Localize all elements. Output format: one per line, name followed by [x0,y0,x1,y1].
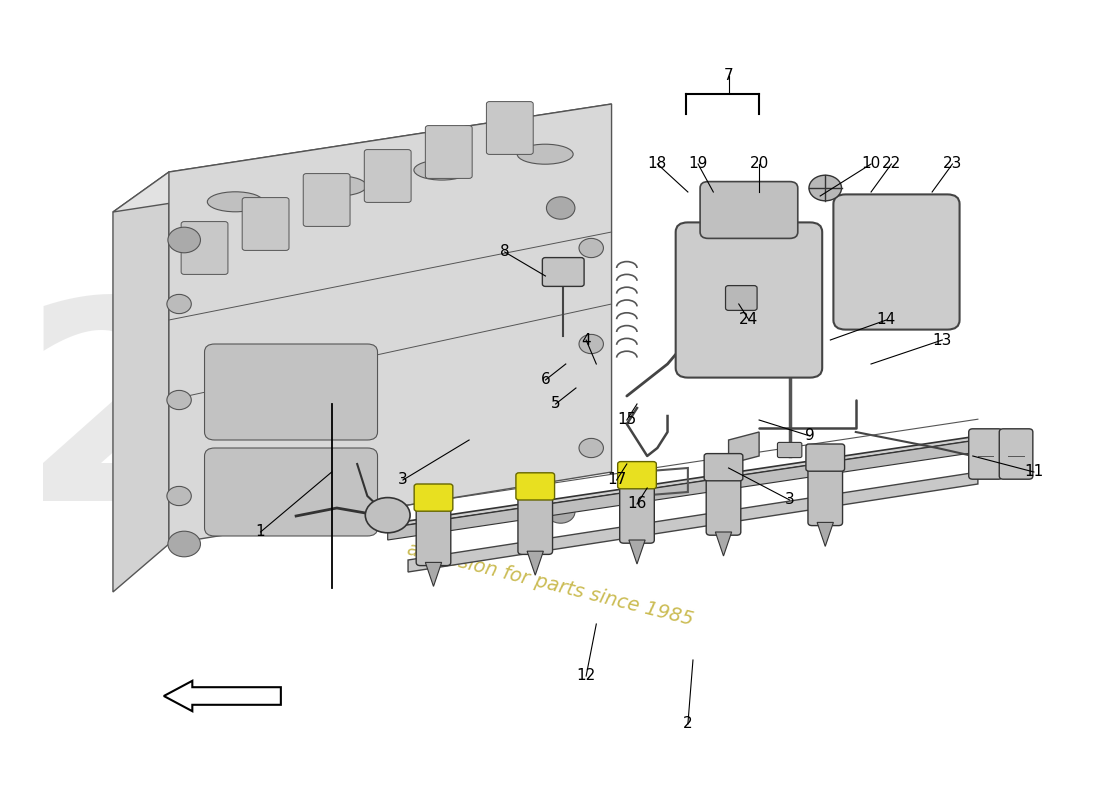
FancyBboxPatch shape [999,429,1033,479]
Text: 8: 8 [499,245,509,259]
FancyBboxPatch shape [205,344,377,440]
FancyBboxPatch shape [969,429,1002,479]
Text: 12: 12 [576,669,596,683]
FancyBboxPatch shape [542,258,584,286]
Text: 16: 16 [627,497,647,511]
FancyBboxPatch shape [486,102,534,154]
FancyArrow shape [164,681,280,711]
Text: 3: 3 [784,493,794,507]
Circle shape [365,498,410,533]
Ellipse shape [414,160,470,180]
FancyBboxPatch shape [415,484,453,511]
FancyBboxPatch shape [205,448,377,536]
FancyBboxPatch shape [242,198,289,250]
Circle shape [547,197,575,219]
Text: 18: 18 [648,157,667,171]
FancyBboxPatch shape [518,492,552,554]
Polygon shape [715,532,732,556]
Text: 10: 10 [861,157,881,171]
Text: 7: 7 [724,69,734,83]
FancyBboxPatch shape [700,182,798,238]
FancyBboxPatch shape [618,462,657,489]
Text: 14: 14 [877,313,895,327]
FancyBboxPatch shape [416,503,451,566]
Circle shape [168,227,200,253]
Text: 13: 13 [933,333,952,347]
Text: 2: 2 [683,717,693,731]
Polygon shape [113,104,612,212]
Text: 1: 1 [255,525,265,539]
Circle shape [808,175,842,201]
Polygon shape [426,562,441,586]
Polygon shape [387,436,978,528]
FancyBboxPatch shape [182,222,228,274]
Circle shape [167,486,191,506]
Polygon shape [387,440,978,540]
Circle shape [547,501,575,523]
FancyBboxPatch shape [704,454,742,481]
FancyBboxPatch shape [675,222,822,378]
Circle shape [579,238,604,258]
Text: 6: 6 [540,373,550,387]
Text: 15: 15 [617,413,637,427]
FancyBboxPatch shape [806,444,845,471]
Ellipse shape [517,144,573,164]
FancyBboxPatch shape [304,174,350,226]
Polygon shape [113,172,169,592]
Circle shape [168,531,200,557]
Text: 4: 4 [581,333,591,347]
Text: a passion for parts since 1985: a passion for parts since 1985 [405,539,695,629]
FancyBboxPatch shape [364,150,411,202]
FancyBboxPatch shape [726,286,757,310]
FancyBboxPatch shape [834,194,959,330]
Text: 3: 3 [398,473,408,487]
FancyBboxPatch shape [426,126,472,178]
Polygon shape [817,522,834,546]
FancyBboxPatch shape [516,473,554,500]
Text: 17: 17 [607,473,626,487]
Circle shape [579,438,604,458]
Circle shape [167,294,191,314]
Text: 23: 23 [943,157,962,171]
Text: 11: 11 [1024,465,1044,479]
Text: 19: 19 [689,157,707,171]
FancyBboxPatch shape [778,442,802,458]
Text: 5: 5 [551,397,560,411]
Text: 20: 20 [749,157,769,171]
Polygon shape [408,472,978,572]
Polygon shape [527,551,543,575]
Text: 20: 20 [22,289,408,559]
Ellipse shape [310,176,366,196]
Text: 22: 22 [882,157,901,171]
Ellipse shape [207,192,263,212]
Circle shape [579,334,604,354]
Circle shape [167,390,191,410]
Polygon shape [728,432,759,464]
FancyBboxPatch shape [808,463,843,526]
Polygon shape [629,540,645,564]
Text: 24: 24 [739,313,759,327]
FancyBboxPatch shape [619,481,654,543]
FancyBboxPatch shape [706,473,740,535]
Polygon shape [169,104,612,544]
Text: 9: 9 [805,429,815,443]
